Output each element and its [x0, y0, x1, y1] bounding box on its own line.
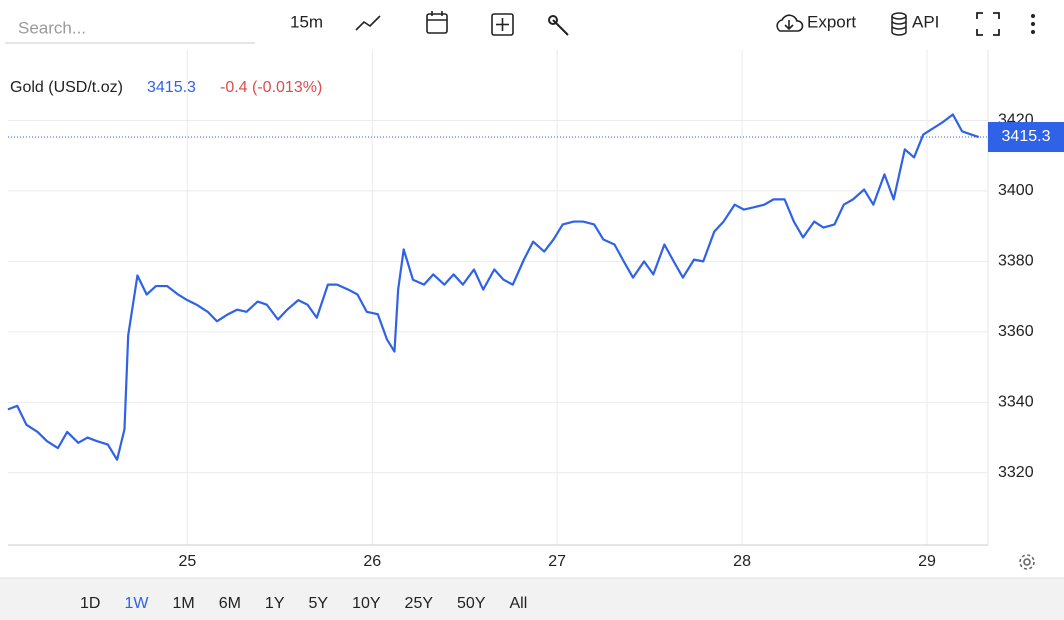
chart-type-icon[interactable]: [355, 15, 381, 31]
fullscreen-icon[interactable]: [976, 12, 1000, 36]
api-icon[interactable]: [891, 12, 907, 36]
x-tick-label: 28: [733, 553, 751, 570]
x-tick-label: 25: [178, 553, 196, 570]
grid: [8, 50, 988, 545]
api-button[interactable]: API: [912, 12, 939, 31]
legend-name: Gold (USD/t.oz): [10, 79, 123, 96]
x-tick-label: 26: [363, 553, 381, 570]
settings-wrench-icon[interactable]: [548, 15, 569, 36]
range-button[interactable]: 6M: [219, 595, 241, 612]
range-button[interactable]: 50Y: [457, 595, 486, 612]
y-tick-label: 3380: [998, 253, 1034, 270]
range-button[interactable]: 25Y: [405, 595, 434, 612]
range-button[interactable]: 5Y: [309, 595, 329, 612]
price-line: [7, 113, 980, 461]
x-tick-label: 27: [548, 553, 566, 570]
search-input[interactable]: Search...: [18, 18, 86, 37]
range-button[interactable]: 10Y: [352, 595, 381, 612]
add-indicator-icon[interactable]: [491, 13, 514, 36]
last-price-box: [988, 122, 1064, 153]
y-tick-label: 3340: [998, 394, 1034, 411]
legend-price: 3415.3: [147, 79, 196, 96]
range-button[interactable]: 1D: [80, 595, 100, 612]
range-button[interactable]: 1M: [172, 595, 194, 612]
y-tick-label: 3320: [998, 464, 1034, 481]
last-price-label: 3415.3: [1002, 128, 1051, 145]
range-button[interactable]: All: [509, 595, 527, 612]
export-icon[interactable]: [776, 14, 804, 32]
interval-button[interactable]: 15m: [290, 12, 323, 31]
range-button[interactable]: 1Y: [265, 595, 285, 612]
x-tick-label: 29: [918, 553, 936, 570]
more-menu-icon[interactable]: [1031, 14, 1035, 34]
y-tick-label: 3360: [998, 323, 1034, 340]
range-bar: [0, 578, 1064, 620]
y-tick-label: 3400: [998, 182, 1034, 199]
export-button[interactable]: Export: [807, 12, 856, 31]
chart-settings-icon[interactable]: [1019, 554, 1035, 570]
legend-change: -0.4 (-0.013%): [220, 79, 322, 96]
calendar-icon[interactable]: [426, 11, 448, 34]
range-button[interactable]: 1W: [124, 595, 149, 612]
